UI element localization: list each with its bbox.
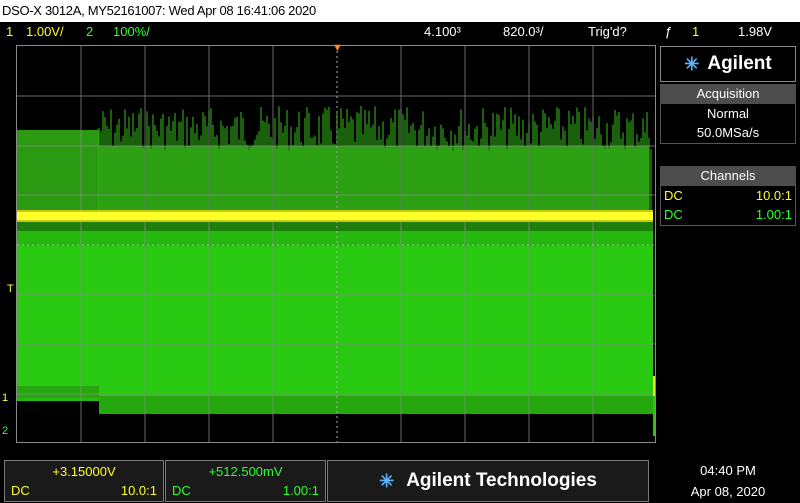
ch2-probe: 1.00:1 <box>282 483 319 498</box>
ch1-ground-marker[interactable]: 1 <box>2 392 9 404</box>
clock: 04:40 PM Apr 08, 2020 <box>660 460 796 502</box>
ch2-scale[interactable]: 100%/ <box>113 24 150 39</box>
trigger-state: Trig'd? <box>588 24 627 39</box>
ch1-softkey[interactable]: +3.15000V DC 10.0:1 <box>4 460 164 502</box>
channel-row[interactable]: DC 1.00:1 <box>661 205 795 224</box>
acquisition-header[interactable]: Acquisition <box>660 84 796 104</box>
ch1-scale[interactable]: 1.00V/ <box>26 24 64 39</box>
acq-rate: 50.0MSa/s <box>696 125 760 140</box>
channels-body: DC 10.0:1 DC 1.00:1 <box>660 186 796 226</box>
brand-logo: ✳ Agilent <box>660 46 796 82</box>
ch2-softkey[interactable]: +512.500mV DC 1.00:1 <box>165 460 326 502</box>
waveform-display <box>17 46 655 442</box>
agilent-spark-icon: ✳ <box>684 53 700 74</box>
channel-coupling: DC <box>664 207 683 222</box>
info-panel: ✳ Agilent Acquisition Normal 50.0MSa/s C… <box>660 46 796 268</box>
channel-probe: 10.0:1 <box>755 188 792 203</box>
ch1-number[interactable]: 1 <box>6 24 14 39</box>
trigger-position-icon: ▼ <box>332 42 343 54</box>
channel-probe: 1.00:1 <box>755 207 792 222</box>
clock-time: 04:40 PM <box>700 463 756 478</box>
agilent-spark-icon: ✳ <box>379 470 395 491</box>
brand-banner: ✳ Agilent Technologies <box>327 460 649 502</box>
status-bar: 1 1.00V/ 2 100%/ 4.100³ 820.0³/ Trig'd? … <box>0 22 800 42</box>
timebase-readout[interactable]: 4.100³ <box>424 24 461 39</box>
channel-coupling: DC <box>664 188 683 203</box>
trigger-source[interactable]: 1 <box>692 24 700 39</box>
acq-mode: Normal <box>707 106 749 121</box>
ch2-ground-marker[interactable]: 2 <box>2 425 9 437</box>
trigger-level-marker[interactable]: T <box>7 283 14 295</box>
softkey-bar: +3.15000V DC 10.0:1 +512.500mV DC 1.00:1… <box>0 455 800 503</box>
ch2-coupling: DC <box>172 483 191 498</box>
trigger-edge-icon: ƒ <box>665 24 673 39</box>
ch1-coupling: DC <box>11 483 30 498</box>
brand-name: Agilent <box>707 53 772 74</box>
brand-banner-text: Agilent Technologies <box>406 470 597 491</box>
acquisition-body: Normal 50.0MSa/s <box>660 104 796 144</box>
graticule <box>16 45 656 443</box>
ch2-offset: +512.500mV <box>208 464 283 479</box>
waveform-area: T 1 2 ▼ ✳ Agilent Acquisition Normal 50.… <box>0 42 800 455</box>
delay-readout[interactable]: 820.0³/ <box>503 24 544 39</box>
clock-date: Apr 08, 2020 <box>690 484 766 499</box>
window-title: DSO-X 3012A, MY52161007: Wed Apr 08 16:4… <box>0 0 800 22</box>
channel-row[interactable]: DC 10.0:1 <box>661 186 795 205</box>
ch2-number[interactable]: 2 <box>86 24 94 39</box>
channels-header[interactable]: Channels <box>660 166 796 186</box>
trigger-level[interactable]: 1.98V <box>738 24 772 39</box>
ch1-probe: 10.0:1 <box>120 483 157 498</box>
ch1-offset: +3.15000V <box>52 464 116 479</box>
